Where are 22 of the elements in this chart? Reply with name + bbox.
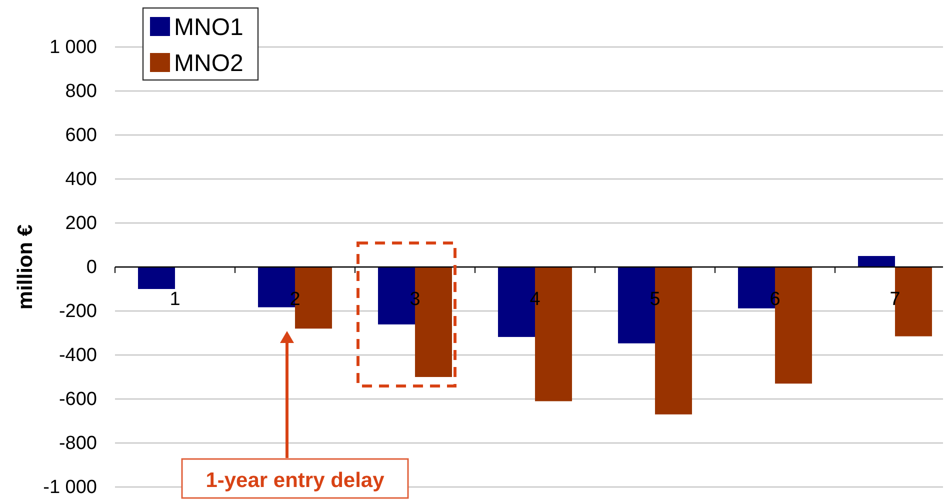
annotation: 1-year entry delay [206,469,385,492]
x-tick-label: 5 [650,289,660,310]
y-tick-label: 600 [65,125,97,146]
y-tick-label: 1 000 [49,37,97,58]
y-tick-label: -800 [58,433,97,454]
y-tick-label: -600 [58,389,97,410]
y-tick-label: 400 [65,169,97,190]
y-tick-label: -1 000 [43,477,97,498]
legend-label: MNO2 [174,50,244,77]
y-axis-title: million € [14,224,37,310]
x-tick-label: 6 [770,289,780,310]
y-tick-label: 0 [86,257,97,278]
y-tick-label: -400 [58,345,97,366]
legend-label: MNO1 [174,14,244,41]
x-tick-label: 1 [170,289,180,310]
x-tick-label: 3 [410,289,420,310]
y-tick-label: 800 [65,81,97,102]
y-tick-label: -200 [58,301,97,322]
x-tick-label: 2 [290,289,300,310]
y-tick-label: 200 [65,213,97,234]
x-tick-label: 4 [530,289,541,310]
x-tick-label: 7 [890,289,900,310]
